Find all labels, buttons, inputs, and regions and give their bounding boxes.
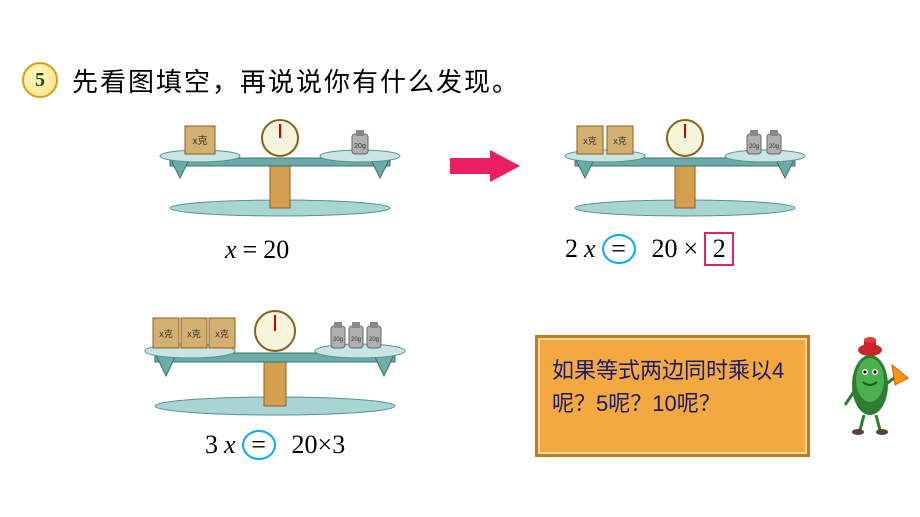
svg-text:20g: 20g: [749, 144, 759, 150]
svg-text:x克: x克: [613, 136, 627, 146]
eq2-coef: 2: [565, 234, 578, 264]
balance-scale-3: x克 x克 x克 20g 20g 20g: [115, 298, 435, 418]
svg-text:20g: 20g: [369, 337, 379, 343]
eq3-coef: 3: [205, 430, 218, 460]
problem-number-badge: 5: [22, 62, 58, 98]
eq2-rhs2-boxed: 2: [704, 232, 734, 266]
equation-1: x = 20: [225, 235, 289, 265]
svg-text:20g: 20g: [333, 337, 343, 343]
arrow-right-icon: [450, 150, 520, 182]
svg-text:x克: x克: [193, 135, 208, 147]
eq2-rhs1: 20: [652, 234, 678, 264]
page-title: 先看图填空，再说说你有什么发现。: [72, 62, 520, 99]
eq1-x: x: [225, 235, 237, 265]
svg-text:x克: x克: [187, 329, 201, 339]
equation-3: 3 x = 20×3: [205, 430, 345, 460]
eq2-op: ×: [684, 234, 699, 264]
note-box: 如果等式两边同时乘以4呢？5呢？10呢？: [535, 335, 810, 457]
svg-text:20g: 20g: [354, 143, 366, 150]
eq1-equals: =: [243, 235, 258, 265]
svg-text:20g: 20g: [769, 144, 779, 150]
svg-text:20g: 20g: [351, 337, 361, 343]
eq2-equals-circled: =: [602, 234, 636, 264]
eq2-x: x: [584, 234, 596, 264]
svg-text:x克: x克: [215, 329, 229, 339]
equation-2: 2 x = 20 × 2: [565, 232, 734, 266]
eq3-rhs: 20×3: [292, 430, 346, 460]
note-text: 如果等式两边同时乘以4呢？5呢？10呢？: [552, 358, 784, 416]
mascot-icon: [840, 330, 910, 440]
balance-scale-1: x克 20g: [130, 108, 430, 218]
eq3-x: x: [224, 430, 236, 460]
svg-text:x克: x克: [159, 329, 173, 339]
badge-number: 5: [35, 69, 45, 92]
eq3-equals-circled: =: [242, 430, 276, 460]
balance-scale-2: x克 x克 20g 20g: [535, 108, 835, 218]
eq1-rhs: 20: [263, 235, 289, 265]
svg-text:x克: x克: [583, 136, 597, 146]
